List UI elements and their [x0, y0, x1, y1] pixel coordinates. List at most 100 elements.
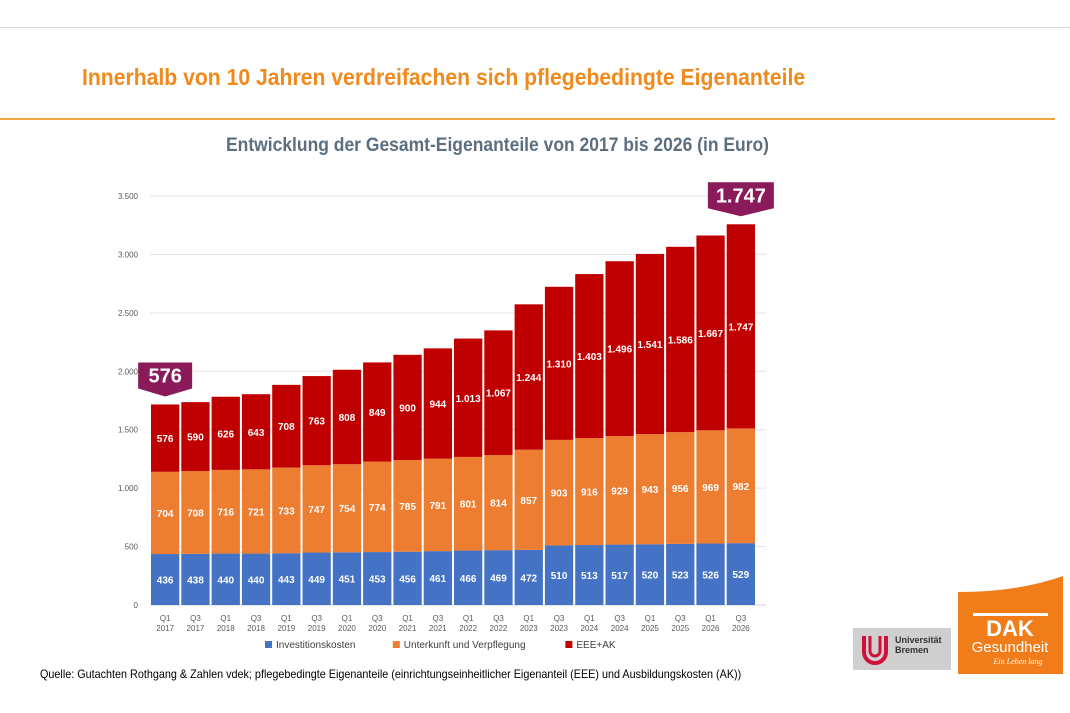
data-label: 791 — [430, 501, 447, 512]
x-tick-label: 2023 — [550, 624, 568, 633]
data-label: 529 — [733, 570, 750, 581]
bar-segment — [635, 434, 665, 545]
bar-segment — [181, 471, 210, 554]
bar-segment — [423, 551, 452, 605]
x-tick-label: 2022 — [490, 624, 508, 633]
bar-segment — [332, 552, 362, 605]
bar-segment — [241, 394, 271, 470]
data-label: 438 — [187, 575, 204, 586]
bar-segment — [635, 253, 665, 435]
bar-segment — [696, 235, 725, 431]
x-tick-label: Q1 — [281, 614, 292, 623]
data-label: 461 — [430, 574, 447, 585]
bar-segment — [272, 553, 301, 605]
x-tick-label: 2021 — [399, 624, 417, 633]
bar-segment — [484, 455, 513, 551]
bar-segment — [544, 439, 574, 546]
bar-segment — [666, 432, 695, 544]
bar-segment — [272, 467, 301, 554]
data-label: 520 — [642, 571, 659, 582]
bar-segment — [726, 224, 755, 429]
x-tick-label: 2017 — [187, 624, 205, 633]
bar-segment — [211, 396, 240, 470]
universitaet-bremen-logo: Universität Bremen — [853, 628, 951, 670]
bar-segment — [605, 436, 634, 545]
university-name: Universität Bremen — [895, 635, 942, 655]
data-label: 716 — [217, 508, 234, 519]
x-tick-label: Q3 — [614, 614, 625, 623]
y-tick-label: 2.500 — [118, 309, 139, 318]
x-tick-label: 2024 — [611, 624, 629, 633]
bar-segment — [696, 430, 725, 544]
bar-segment — [575, 438, 604, 546]
bar-segment — [514, 304, 543, 450]
data-label: 849 — [369, 408, 386, 419]
bar-segment — [484, 550, 513, 605]
data-label: 626 — [217, 429, 234, 440]
data-label: 449 — [308, 575, 325, 586]
dak-subtitle: Gesundheit — [972, 639, 1050, 656]
bar-segment — [605, 544, 634, 605]
y-tick-label: 1.500 — [118, 426, 139, 435]
x-tick-label: Q3 — [190, 614, 201, 623]
data-label: 1.244 — [516, 373, 541, 384]
x-tick-label: 2022 — [459, 624, 477, 633]
bar-segment — [241, 553, 271, 605]
bar-segment — [302, 465, 331, 553]
bar-segment — [726, 543, 755, 605]
data-label: 857 — [520, 496, 537, 507]
x-tick-label: Q3 — [554, 614, 565, 623]
x-tick-label: 2020 — [368, 624, 386, 633]
data-label: 801 — [460, 500, 477, 511]
data-label: 517 — [611, 571, 628, 582]
dak-logo: DAK Gesundheit Ein Leben lang — [958, 576, 1063, 674]
bar-segment — [393, 354, 422, 460]
data-label: 453 — [369, 575, 386, 586]
top-divider — [0, 27, 1070, 28]
y-tick-label: 500 — [125, 543, 139, 552]
data-label: 451 — [339, 575, 356, 586]
x-tick-label: Q1 — [584, 614, 595, 623]
y-tick-label: 1.000 — [118, 484, 139, 493]
data-label: 785 — [399, 502, 416, 513]
data-label: 808 — [339, 413, 356, 424]
y-tick-label: 0 — [134, 601, 139, 610]
slide-title: Innerhalb von 10 Jahren verdreifachen si… — [82, 64, 806, 90]
bar-segment — [332, 464, 362, 553]
bar-segment — [423, 458, 452, 552]
x-tick-label: Q3 — [736, 614, 747, 623]
data-label: 440 — [217, 575, 234, 586]
x-tick-label: 2025 — [641, 624, 659, 633]
data-label: 721 — [248, 507, 265, 518]
data-label: 456 — [399, 574, 416, 585]
data-label: 1.541 — [637, 340, 662, 351]
bar-segment — [454, 456, 483, 551]
bar-segment — [696, 543, 725, 605]
bar-segment — [151, 471, 180, 555]
data-label: 900 — [399, 403, 416, 414]
x-tick-label: 2023 — [520, 624, 538, 633]
x-tick-label: 2025 — [671, 624, 689, 633]
chart-title: Entwicklung der Gesamt-Eigenanteile von … — [225, 135, 770, 156]
x-tick-label: Q3 — [433, 614, 444, 623]
legend-label: Investitionskosten — [276, 640, 356, 651]
bar-segment — [302, 552, 331, 605]
data-label: 1.013 — [456, 394, 481, 405]
x-tick-label: 2018 — [217, 624, 235, 633]
data-label: 956 — [672, 484, 689, 495]
data-label: 774 — [369, 503, 386, 514]
data-label: 590 — [187, 433, 204, 444]
x-tick-label: Q1 — [523, 614, 534, 623]
x-tick-label: 2018 — [247, 624, 265, 633]
bar-segment — [363, 362, 392, 462]
x-tick-label: 2021 — [429, 624, 447, 633]
y-tick-label: 3.500 — [118, 192, 139, 201]
callout-label: 576 — [148, 365, 181, 387]
x-tick-label: Q1 — [342, 614, 353, 623]
data-label: 929 — [611, 486, 628, 497]
bar-segment — [484, 330, 513, 456]
bar-segment — [332, 369, 362, 465]
x-tick-label: 2017 — [156, 624, 174, 633]
bar-segment — [151, 404, 180, 472]
